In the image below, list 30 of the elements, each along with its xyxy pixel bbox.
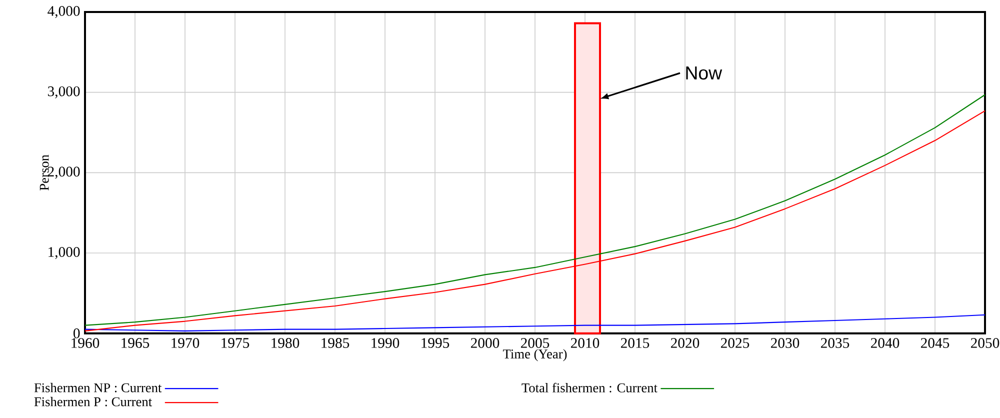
x-tick-label: 2050	[970, 338, 1000, 348]
x-tick-label: 2030	[770, 338, 800, 348]
legend-label: Fishermen NP : Current	[34, 382, 162, 392]
x-tick-label: 1975	[222, 338, 250, 348]
x-tick-label: 1980	[272, 338, 300, 348]
x-tick-label: 1965	[122, 338, 150, 348]
x-tick-label: 2005	[520, 338, 550, 348]
x-tick-label: 2015	[620, 338, 650, 348]
x-tick-label: 1970	[172, 338, 200, 348]
x-tick-label: 1960	[72, 338, 100, 348]
y-tick-label: 2,000	[48, 166, 80, 179]
x-tick-label: 1995	[422, 338, 450, 348]
x-tick-label: 2045	[920, 338, 950, 348]
y-tick-label: 4,000	[48, 6, 80, 18]
x-tick-label: 2040	[870, 338, 900, 348]
y-axis-title: Person	[40, 154, 49, 190]
band-label: Now	[686, 66, 722, 80]
x-axis-title: Time (Year)	[503, 349, 567, 362]
x-tick-label: 2020	[670, 338, 700, 348]
legend-label: Fishermen P : Current	[34, 396, 152, 406]
x-tick-label: 2035	[820, 338, 850, 348]
x-tick-label: 1990	[372, 338, 400, 348]
x-tick-label: 2010	[570, 338, 600, 348]
legend-label: Total fishermen : Current	[522, 382, 658, 392]
y-tick-label: 1,000	[48, 247, 80, 260]
x-tick-label: 2000	[470, 338, 500, 348]
x-tick-label: 2025	[720, 338, 750, 348]
x-tick-label: 1985	[322, 338, 350, 348]
y-tick-label: 3,000	[48, 86, 80, 98]
y-tick-label: 0	[74, 328, 80, 338]
